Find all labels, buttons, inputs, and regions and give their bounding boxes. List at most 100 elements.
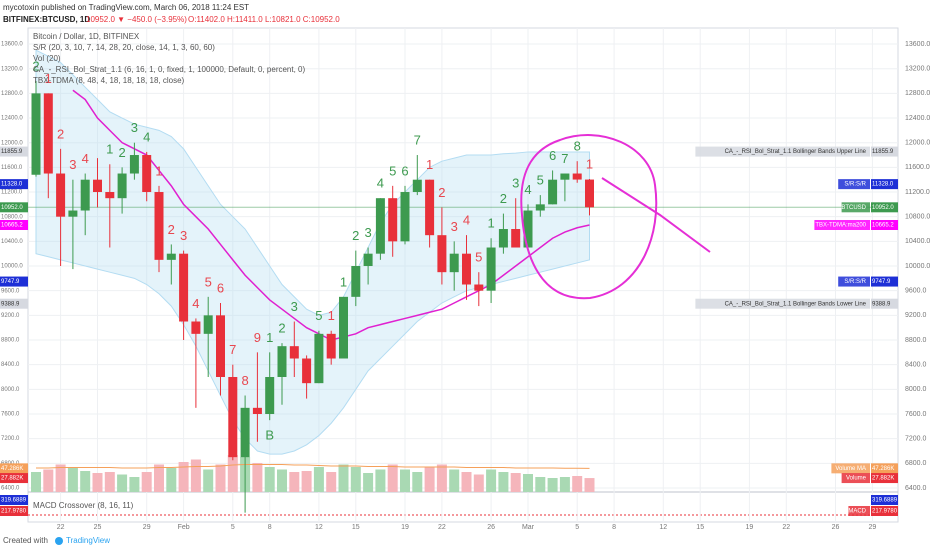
price-tag-right [871, 219, 898, 230]
x-tick-label: Feb [178, 524, 190, 531]
td-label: 2 [57, 126, 64, 141]
y-tick-label-left: 10800.0 [1, 214, 23, 220]
plot-frame [27, 27, 899, 523]
td-label: 9 [254, 330, 261, 345]
tag-name: S/R:S/R [844, 279, 866, 285]
volume-bar [289, 472, 300, 492]
price-tag-right [871, 463, 898, 474]
price-tag-right [871, 276, 898, 287]
td-label: 1 [45, 71, 52, 86]
x-tick-label: 25 [94, 524, 102, 531]
price-tag-left-label: 10952.0 [1, 205, 23, 211]
volume-bar [313, 467, 324, 492]
price-tag-right [871, 473, 898, 484]
volume-bar [326, 472, 337, 492]
candle-body [572, 173, 582, 180]
price-tag-right-label: 11328.0 [872, 182, 894, 188]
x-tick-label: 12 [659, 524, 667, 531]
price-tag-left-label: 27.882K [1, 476, 23, 482]
td-label: 2 [278, 321, 285, 336]
y-tick-label: 13200.0 [905, 66, 930, 73]
td-label: 3 [69, 157, 76, 172]
y-tick-label-left: 12400.0 [1, 116, 23, 122]
volume-bar [166, 468, 177, 492]
candle-body [486, 247, 496, 291]
volume-bar [559, 477, 570, 492]
x-tick-label: 15 [696, 524, 704, 531]
td-label: 3 [451, 219, 458, 234]
td-label: 8 [241, 373, 248, 388]
price-tag-left [0, 202, 28, 213]
td-label: 1 [426, 157, 433, 172]
candle-body [68, 210, 78, 217]
x-tick-label: 12 [315, 524, 323, 531]
td-label: 4 [82, 151, 89, 166]
td-label: 3 [180, 228, 187, 243]
candle-body [56, 173, 66, 217]
candle-body [449, 253, 459, 273]
volume-bar [363, 473, 374, 492]
price-tag-right [871, 202, 898, 213]
candle-body [437, 235, 447, 273]
volume-bar [67, 468, 78, 492]
candle-body [240, 407, 250, 458]
legend-title: Bitcoin / Dollar, 1D, BITFINEX [33, 32, 140, 41]
volume-bar [190, 459, 201, 492]
tag-name-box [841, 473, 870, 484]
volume-bar [215, 464, 226, 492]
td-label: 4 [524, 182, 531, 197]
y-tick-label: 10000.0 [905, 263, 930, 270]
tag-name: CA_-_RSI_Bol_Strat_1.1 Bollinger Bands U… [725, 149, 867, 155]
volume-bar [178, 462, 189, 492]
volume-bar [584, 478, 595, 492]
volume-bar [424, 467, 435, 492]
volume-bar [510, 473, 521, 492]
volume-bar [277, 469, 287, 492]
volume-bar [461, 472, 472, 492]
price-tag-left-label: 11328.0 [1, 182, 23, 188]
volume-bar [547, 478, 558, 492]
ohlc: O:11402.0 H:11411.0 L:10821.0 C:10952.0 [188, 15, 340, 24]
y-tick-label: 12800.0 [905, 90, 930, 97]
td-label: 1 [487, 216, 494, 231]
tag-name-box [814, 219, 870, 230]
candle-body [252, 407, 262, 414]
candle-body [80, 179, 90, 211]
price-tag-left-label: 9747.9 [1, 279, 20, 285]
volume-bar [43, 469, 54, 492]
candle-body [117, 173, 127, 199]
candle-body [363, 253, 373, 267]
candle-body [351, 266, 361, 297]
price-tag-left [0, 219, 28, 230]
candle-body [400, 192, 410, 242]
price-tag-left [0, 179, 28, 190]
td-label: 2 [500, 191, 507, 206]
publisher: mycotoxin published on TradingView.com, … [3, 3, 249, 12]
tag-name: Volume [846, 476, 867, 482]
td-label: 4 [377, 176, 384, 191]
price-tag-left-label: 10665.2 [1, 223, 23, 229]
volume-bar [141, 472, 152, 492]
y-tick-label-left: 7600.0 [1, 412, 20, 418]
legend-item: Vol (20) [33, 54, 61, 63]
volume-bar [400, 469, 410, 492]
y-tick-label-left: 8000.0 [1, 387, 20, 393]
tag-name-box [695, 298, 870, 309]
td-label: 4 [192, 296, 199, 311]
volume-bar [572, 476, 583, 492]
volume-bar [117, 474, 128, 492]
volume-bar [375, 469, 386, 492]
y-tick-label-left: 13600.0 [1, 42, 23, 48]
y-tick-label-left: 13200.0 [1, 66, 23, 72]
y-tick-label: 12000.0 [905, 140, 930, 147]
x-tick-label: 22 [782, 524, 790, 531]
td-label: 7 [561, 151, 568, 166]
price-tag-right-label: 217.9780 [872, 509, 898, 515]
chart-layer: 6400.06400.06800.06800.07200.07200.07600… [0, 28, 930, 531]
volume-bar [227, 455, 238, 492]
td-label: 3 [364, 225, 371, 240]
candle-body [474, 284, 484, 291]
legend-item: TBX-TDMA (8, 48, 4, 18, 18, 18, 18, clos… [33, 76, 185, 85]
td-label: 2 [352, 228, 359, 243]
